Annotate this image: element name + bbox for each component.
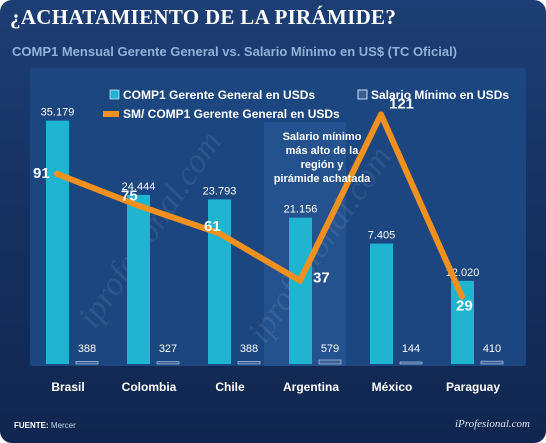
bar-ceo-méxico <box>370 243 393 364</box>
category-label: México <box>372 380 413 394</box>
ratio-label: 29 <box>456 298 473 315</box>
annotation-line: más alto de la <box>286 145 360 157</box>
bar-min-label: 579 <box>321 343 339 355</box>
source-note: FUENTE: Mercer <box>14 421 76 430</box>
bar-min-argentina <box>318 359 342 365</box>
ratio-line <box>54 111 465 300</box>
annotation-line: Salario mínimo <box>283 131 362 143</box>
bar-ceo-label: 21.156 <box>284 204 318 216</box>
bar-ceo-label: 24.444 <box>122 181 156 193</box>
chart-title: ¿ACHATAMIENTO DE LA PIRÁMIDE? <box>10 5 397 29</box>
ratio-label: 37 <box>313 270 330 287</box>
bar-min-méxico <box>399 361 423 365</box>
category-label: Brasil <box>51 380 84 394</box>
bar-ceo-brasil <box>46 120 69 364</box>
ratio-label: 61 <box>204 218 221 235</box>
legend-swatch-ratio <box>103 111 119 117</box>
bar-min-label: 388 <box>78 343 96 355</box>
bar-min-label: 410 <box>483 343 501 355</box>
legend-swatch-ceo <box>109 89 120 100</box>
chart-subtitle: COMP1 Mensual Gerente General vs. Salari… <box>12 44 458 59</box>
bar-ceo-label: 23.793 <box>203 185 237 197</box>
legend-swatch-min <box>357 89 368 100</box>
ratio-label: 91 <box>33 165 50 182</box>
source-label: FUENTE: <box>14 421 49 430</box>
bar-ceo-paraguay <box>451 280 474 364</box>
bar-min-colombia <box>156 361 180 365</box>
bar-ceo-label: 7.405 <box>368 230 396 242</box>
source-value: Mercer <box>50 421 76 430</box>
bar-min-label: 327 <box>159 343 177 355</box>
legend-label-ratio: SM/ COMP1 Gerente General en USDs <box>123 107 340 121</box>
bar-min-label: 144 <box>402 343 420 355</box>
legend-label-min: Salario Mínimo en USDs <box>371 88 509 102</box>
bar-ceo-argentina <box>289 217 312 364</box>
bar-min-label: 388 <box>240 343 258 355</box>
legend-label-ceo: COMP1 Gerente General en USDs <box>123 88 315 102</box>
bar-min-chile <box>237 361 261 365</box>
bar-ceo-chile <box>208 199 231 364</box>
category-label: Paraguay <box>446 380 500 394</box>
category-label: Argentina <box>283 380 339 394</box>
annotation-line: región y <box>301 159 345 171</box>
category-label: Colombia <box>122 380 177 394</box>
ratio-label: 75 <box>121 188 138 205</box>
bar-ceo-label: 35.179 <box>41 107 75 119</box>
category-label: Chile <box>215 380 245 394</box>
bar-min-paraguay <box>480 360 504 365</box>
bar-min-brasil <box>75 361 99 365</box>
annotation-line: pirámide achatada <box>274 173 371 185</box>
brand-logo: iProfesional.com <box>454 418 530 430</box>
ratio-label: 121 <box>389 95 414 112</box>
bar-ceo-colombia <box>127 194 150 364</box>
